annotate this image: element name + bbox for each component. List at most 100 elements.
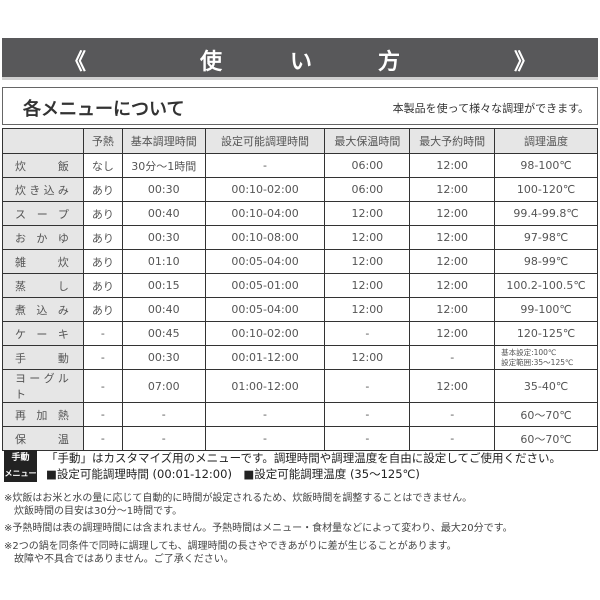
table-row: ヨーグルト -07:00 01:00-12:00-12:00 35-40℃ xyxy=(2,369,598,403)
menu-name: 雑炊 xyxy=(2,249,84,274)
title-char: い xyxy=(290,50,313,75)
menu-name: スープ xyxy=(2,201,84,226)
column-header xyxy=(2,128,84,154)
table-cell: 12:00 xyxy=(324,225,411,250)
table-cell: 12:00 xyxy=(409,201,496,226)
table-cell: - xyxy=(324,402,411,427)
manual-settings: ■設定可能調理時間 (00:01-12:00) ■設定可能調理温度 (35〜12… xyxy=(46,467,420,481)
menu-name: ヨーグルト xyxy=(2,369,84,403)
table-cell: - xyxy=(204,402,326,427)
table-cell: - xyxy=(82,369,123,403)
table-cell: - xyxy=(82,426,123,451)
table-cell: 98-100℃ xyxy=(494,153,598,178)
menu-name: 煮込み xyxy=(2,297,84,322)
note: 故障や不具合ではありません。ご了承ください。 xyxy=(4,554,234,565)
badge-line: メニュー xyxy=(4,469,37,478)
menu-name: 炊飯 xyxy=(2,153,84,178)
menu-name: ケーキ xyxy=(2,321,84,346)
menu-name: 再加熱 xyxy=(2,402,84,427)
section-title: 各メニューについて xyxy=(23,99,185,120)
table-cell: あり xyxy=(82,201,123,226)
table-cell: 12:00 xyxy=(324,345,411,370)
note: ※予熱時間は表の調理時間には含まれません。予熱時間はメニュー・食材量などによって… xyxy=(4,523,513,534)
menu-table: 予熱 基本調理時間 設定可能調理時間 最大保温時間 最大予約時間 調理温度 炊飯 なし 30分… xyxy=(2,128,598,451)
table-cell: 97-98℃ xyxy=(494,225,598,250)
table-cell: 100.2-100.5℃ xyxy=(494,273,598,298)
table-cell: あり xyxy=(82,273,123,298)
right-bracket: 》 xyxy=(514,50,537,75)
table-cell: 99-100℃ xyxy=(494,297,598,322)
table-row: 炊飯 なし 30分〜1時間 -06:00 12:00 98-100℃ xyxy=(2,153,598,178)
table-cell: - xyxy=(324,369,411,403)
table-cell: - xyxy=(82,345,123,370)
table-cell: 120-125℃ xyxy=(494,321,598,346)
table-cell: 00:10-02:00 xyxy=(204,321,326,346)
table-cell: 30分〜1時間 xyxy=(121,153,206,178)
table-cell: 100-120℃ xyxy=(494,177,598,202)
table-cell: 12:00 xyxy=(409,225,496,250)
table-cell: 12:00 xyxy=(409,249,496,274)
menu-name: おかゆ xyxy=(2,225,84,250)
note: 炊飯時間の目安は30分〜1時間です。 xyxy=(4,506,183,517)
table-cell: 12:00 xyxy=(409,321,496,346)
table-cell: あり xyxy=(82,297,123,322)
table-cell: - xyxy=(409,402,496,427)
table-cell: 00:15 xyxy=(121,273,206,298)
table-cell: あり xyxy=(82,249,123,274)
title-char: 使 xyxy=(200,50,223,75)
table-cell: - xyxy=(409,345,496,370)
table-cell: 00:05-01:00 xyxy=(204,273,326,298)
table-cell: 00:30 xyxy=(121,177,206,202)
table-row: 煮込み あり 00:40 00:05-04:00 12:00 12:00 99-100℃ xyxy=(2,297,598,322)
menu-name: 保温 xyxy=(2,426,84,451)
column-header: 設定可能調理時間 xyxy=(204,128,326,154)
table-cell: 12:00 xyxy=(409,369,496,403)
title-char: 方 xyxy=(378,50,401,75)
column-header: 基本調理時間 xyxy=(121,128,206,154)
table-cell: - xyxy=(204,426,326,451)
table-cell: 00:10-02:00 xyxy=(204,177,326,202)
note: ※炊飯はお米と水の量に応じて自動的に時間が設定されるため、炊飯時間を調整すること… xyxy=(4,493,473,504)
table-cell: 00:30 xyxy=(121,225,206,250)
table-cell: - xyxy=(82,402,123,427)
table-cell: - xyxy=(324,321,411,346)
table-cell: あり xyxy=(82,225,123,250)
table-row: 雑炊 あり 01:10 00:05-04:00 12:00 12:00 98-99℃ xyxy=(2,249,598,274)
table-cell: 基本設定:100℃ 設定範囲:35〜125℃ xyxy=(494,345,598,370)
table-cell: あり xyxy=(82,177,123,202)
table-cell: 60〜70℃ xyxy=(494,402,598,427)
table-cell: 12:00 xyxy=(324,297,411,322)
column-header: 最大予約時間 xyxy=(409,128,496,154)
table-cell: 99.4-99.8℃ xyxy=(494,201,598,226)
table-cell: - xyxy=(121,402,206,427)
table-row: 蒸し あり 00:15 00:05-01:00 12:00 12:00 100.2-100.… xyxy=(2,273,598,298)
table-header-row: 予熱 基本調理時間 設定可能調理時間 最大保温時間 最大予約時間 調理温度 xyxy=(2,128,598,154)
left-bracket: 《 xyxy=(64,50,87,75)
table-row: 手動 -00:30 00:01-12:00 12:00- 基本設定:100℃ 設定範囲:… xyxy=(2,345,598,370)
table-cell: 35-40℃ xyxy=(494,369,598,403)
table-cell: 12:00 xyxy=(324,201,411,226)
table-cell: 00:05-04:00 xyxy=(204,249,326,274)
table-cell: 01:10 xyxy=(121,249,206,274)
table-cell: 12:00 xyxy=(409,273,496,298)
table-cell: - xyxy=(204,153,326,178)
table-row: ケーキ -00:45 00:10-02:00-12:00 120-125℃ xyxy=(2,321,598,346)
table-cell: 12:00 xyxy=(409,153,496,178)
table-cell: 12:00 xyxy=(324,249,411,274)
title-banner: 《 使 い 方 》 xyxy=(2,38,598,80)
table-cell: - xyxy=(324,426,411,451)
table-cell: 12:00 xyxy=(409,297,496,322)
column-header: 最大保温時間 xyxy=(324,128,411,154)
table-cell: なし xyxy=(82,153,123,178)
note: ※2つの鍋を同条件で同時に調理しても、調理時間の長さやできあがりに差が生じること… xyxy=(4,541,457,552)
manual-menu-badge: 手動 メニュー xyxy=(4,450,37,482)
table-cell: 00:40 xyxy=(121,297,206,322)
table-cell: 98-99℃ xyxy=(494,249,598,274)
table-cell: 00:45 xyxy=(121,321,206,346)
section-subtitle: 本製品を使って様々な調理ができます。 xyxy=(392,102,589,115)
table-cell: 12:00 xyxy=(324,273,411,298)
table-cell: - xyxy=(409,426,496,451)
table-cell: 00:05-04:00 xyxy=(204,297,326,322)
table-cell: 12:00 xyxy=(409,177,496,202)
table-cell: 00:01-12:00 xyxy=(204,345,326,370)
